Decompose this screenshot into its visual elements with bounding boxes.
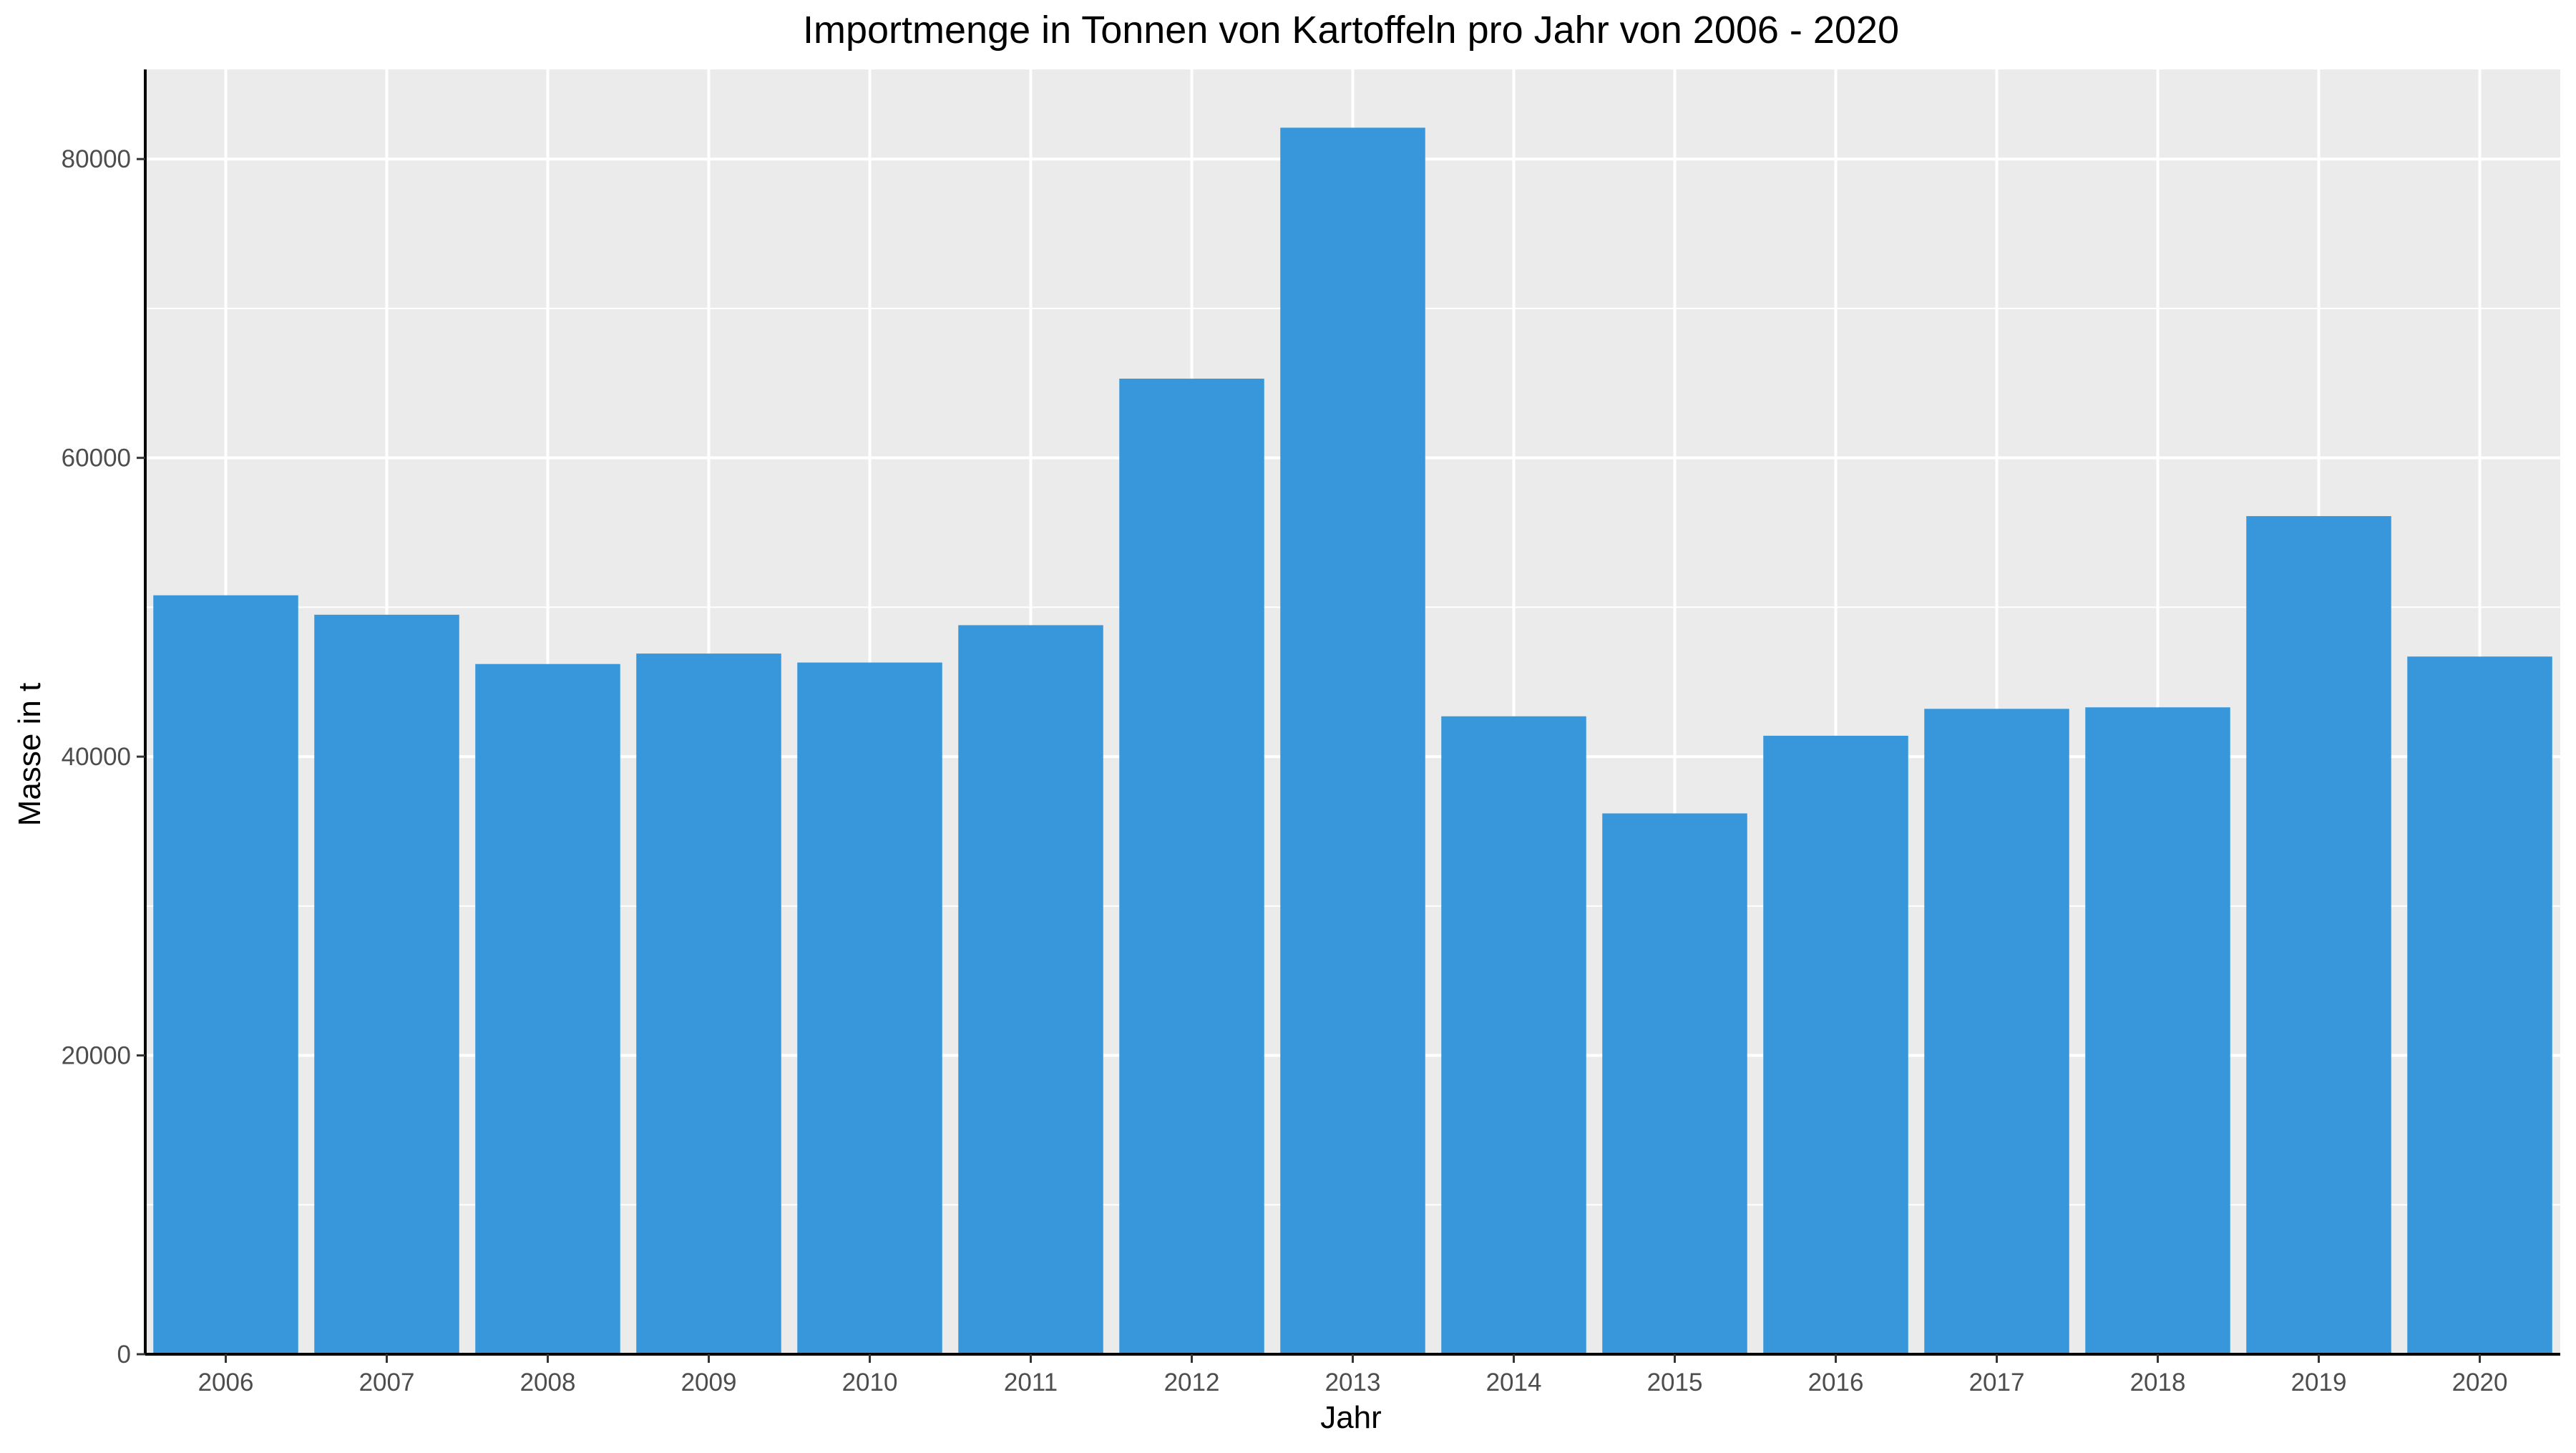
x-tick-label: 2020 xyxy=(2452,1369,2508,1396)
bar-2009 xyxy=(636,653,781,1354)
x-tick-label: 2008 xyxy=(520,1369,576,1396)
x-tick-label: 2014 xyxy=(1486,1369,1542,1396)
y-axis-title: Masse in t xyxy=(12,683,47,827)
x-tick-label: 2017 xyxy=(1969,1369,2025,1396)
bar-2006 xyxy=(153,595,298,1354)
bar-2015 xyxy=(1602,813,1747,1354)
bar-2012 xyxy=(1119,379,1264,1355)
x-tick-label: 2013 xyxy=(1325,1369,1381,1396)
x-tick-label: 2006 xyxy=(198,1369,254,1396)
y-tick-label: 0 xyxy=(117,1341,131,1369)
bars xyxy=(153,127,2552,1355)
bar-2018 xyxy=(2085,707,2230,1354)
x-tick-label: 2011 xyxy=(1004,1369,1058,1396)
x-axis-title: Jahr xyxy=(1320,1400,1382,1435)
x-tick-label: 2010 xyxy=(842,1369,898,1396)
bar-2017 xyxy=(1924,709,2069,1354)
x-tick-label: 2016 xyxy=(1808,1369,1864,1396)
x-tick-label: 2012 xyxy=(1164,1369,1220,1396)
bar-2011 xyxy=(958,625,1103,1354)
bar-2007 xyxy=(314,614,459,1354)
chart-title: Importmenge in Tonnen von Kartoffeln pro… xyxy=(803,9,1899,52)
bar-2014 xyxy=(1441,716,1586,1354)
bar-2008 xyxy=(475,664,620,1354)
x-tick-label: 2018 xyxy=(2130,1369,2186,1396)
x-tick-label: 2009 xyxy=(681,1369,737,1396)
ticks: 0 20000 40000 60000 80000 2006 2007 2008 2009 201… xyxy=(62,145,2508,1396)
bar-2020 xyxy=(2407,656,2552,1354)
x-tick-label: 2015 xyxy=(1647,1369,1703,1396)
x-tick-label: 2007 xyxy=(359,1369,415,1396)
x-tick-label: 2019 xyxy=(2291,1369,2347,1396)
y-tick-label: 80000 xyxy=(62,145,131,173)
bar-2013 xyxy=(1280,127,1425,1355)
y-tick-label: 40000 xyxy=(62,743,131,771)
y-tick-label: 60000 xyxy=(62,444,131,472)
y-tick-label: 20000 xyxy=(62,1042,131,1070)
bar-2019 xyxy=(2246,516,2391,1354)
bar-2010 xyxy=(797,662,942,1354)
bar-2016 xyxy=(1763,735,1908,1354)
